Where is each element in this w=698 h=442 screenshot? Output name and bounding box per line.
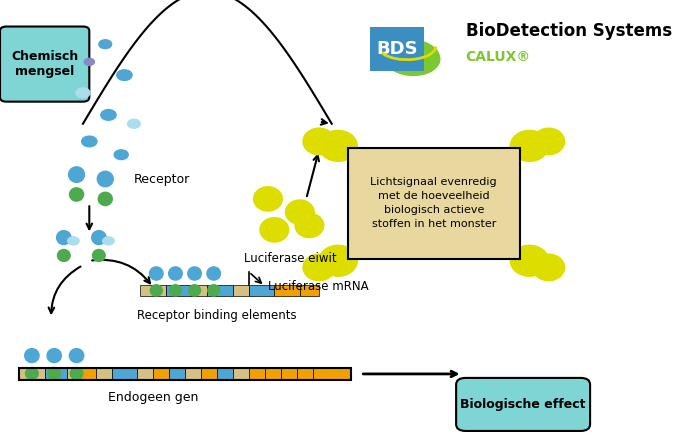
Ellipse shape: [26, 368, 38, 379]
Bar: [265, 368, 281, 380]
Ellipse shape: [533, 254, 565, 281]
Ellipse shape: [57, 249, 70, 261]
Circle shape: [82, 136, 97, 147]
Text: Endogeen gen: Endogeen gen: [108, 391, 198, 404]
Ellipse shape: [47, 349, 61, 362]
Bar: [191, 285, 207, 296]
Bar: [297, 368, 313, 380]
Ellipse shape: [319, 130, 357, 161]
Ellipse shape: [69, 349, 84, 362]
Text: Lichtsignaal evenredig
met de hoeveelheid
biologisch actieve
stoffen in het mons: Lichtsignaal evenredig met de hoeveelhei…: [371, 177, 497, 229]
Ellipse shape: [188, 285, 200, 296]
Circle shape: [103, 237, 114, 245]
Ellipse shape: [319, 245, 357, 276]
Bar: [80, 368, 96, 380]
Bar: [233, 368, 248, 380]
FancyBboxPatch shape: [456, 378, 590, 431]
Bar: [248, 285, 274, 296]
Circle shape: [76, 88, 90, 98]
Bar: [112, 368, 137, 380]
Ellipse shape: [150, 285, 162, 296]
Circle shape: [68, 237, 79, 245]
Text: Chemisch
mengsel: Chemisch mengsel: [11, 50, 78, 78]
Bar: [201, 368, 217, 380]
Bar: [140, 285, 166, 296]
Bar: [217, 368, 233, 380]
Ellipse shape: [295, 213, 324, 238]
Text: Biologische effect: Biologische effect: [461, 398, 586, 411]
Circle shape: [99, 40, 112, 49]
Circle shape: [114, 150, 128, 160]
FancyBboxPatch shape: [0, 27, 89, 102]
Ellipse shape: [24, 349, 39, 362]
Text: Receptor binding elements: Receptor binding elements: [137, 309, 297, 322]
Ellipse shape: [207, 267, 221, 280]
Circle shape: [128, 119, 140, 128]
Ellipse shape: [285, 200, 314, 225]
Ellipse shape: [93, 249, 105, 261]
Ellipse shape: [510, 245, 549, 276]
Ellipse shape: [510, 130, 549, 161]
Ellipse shape: [188, 267, 201, 280]
Bar: [19, 368, 351, 380]
Text: Luciferase eiwit: Luciferase eiwit: [244, 252, 336, 265]
Circle shape: [101, 110, 116, 120]
Ellipse shape: [303, 128, 335, 155]
Ellipse shape: [303, 254, 335, 281]
Ellipse shape: [260, 217, 289, 242]
Ellipse shape: [57, 231, 71, 244]
Bar: [19, 368, 45, 380]
Text: Luciferase mRNA: Luciferase mRNA: [268, 280, 369, 293]
Ellipse shape: [169, 267, 182, 280]
Circle shape: [84, 58, 94, 65]
Ellipse shape: [253, 187, 282, 211]
Bar: [185, 368, 201, 380]
FancyBboxPatch shape: [370, 27, 424, 71]
Bar: [300, 285, 319, 296]
Text: BioDetection Systems: BioDetection Systems: [466, 22, 671, 40]
Bar: [281, 368, 297, 380]
Text: BDS: BDS: [376, 40, 417, 57]
Circle shape: [117, 70, 132, 80]
Ellipse shape: [48, 368, 61, 379]
Bar: [137, 368, 153, 380]
Ellipse shape: [533, 128, 565, 155]
Ellipse shape: [70, 368, 83, 379]
Ellipse shape: [97, 171, 113, 187]
Bar: [248, 368, 265, 380]
Bar: [96, 368, 112, 380]
Bar: [153, 368, 169, 380]
Bar: [313, 368, 351, 380]
Ellipse shape: [70, 188, 84, 201]
Bar: [274, 285, 300, 296]
Ellipse shape: [91, 231, 106, 244]
Text: CALUX®: CALUX®: [466, 50, 530, 65]
Ellipse shape: [170, 285, 181, 296]
Bar: [207, 285, 233, 296]
Bar: [233, 285, 248, 296]
Ellipse shape: [68, 167, 84, 183]
Text: Receptor: Receptor: [134, 172, 191, 186]
Bar: [169, 368, 185, 380]
Bar: [166, 285, 191, 296]
Ellipse shape: [98, 192, 112, 206]
Bar: [67, 368, 80, 380]
Ellipse shape: [383, 39, 440, 76]
Bar: [45, 368, 67, 380]
FancyBboxPatch shape: [348, 148, 520, 259]
Ellipse shape: [149, 267, 163, 280]
Ellipse shape: [208, 285, 220, 296]
